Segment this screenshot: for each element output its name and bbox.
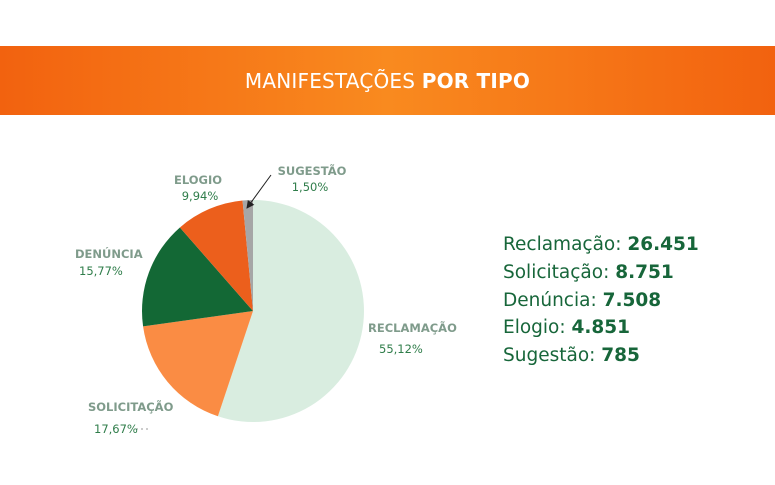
slice-pct-denuncia: 15,77% (79, 264, 123, 278)
slice-pct-sugestao: 1,50% (292, 180, 329, 194)
legend-value: 7.508 (602, 289, 662, 311)
pie-slice-solicitacao (143, 311, 253, 417)
legend-row-solicitacao: Solicitação: 8.751 (503, 259, 699, 287)
pie-slices (142, 200, 364, 422)
legend-row-elogio: Elogio: 4.851 (503, 314, 699, 342)
pie-slice-elogio (179, 200, 253, 311)
sugestao-leader-arrow (246, 174, 272, 209)
legend-label: Elogio: (503, 317, 566, 339)
legend-label: Denúncia: (503, 289, 597, 311)
legend-row-denuncia: Denúncia: 7.508 (503, 287, 699, 315)
legend-row-reclamacao: Reclamação: 26.451 (503, 231, 699, 259)
pie-slice-sugestao (242, 200, 253, 311)
slice-label-reclamacao: RECLAMAÇÃO (368, 320, 457, 335)
legend-row-sugestao: Sugestão: 785 (503, 342, 699, 370)
slice-label-elogio: ELOGIO (174, 173, 222, 187)
legend-label: Sugestão: (503, 345, 596, 367)
totals-legend: Reclamação: 26.451 Solicitação: 8.751 De… (503, 231, 699, 370)
legend-value: 8.751 (615, 261, 674, 283)
slice-label-sugestao: SUGESTÃO (278, 163, 347, 178)
legend-label: Reclamação: (503, 234, 622, 255)
legend-label: Solicitação: (503, 261, 610, 283)
pie-slice-reclamacao (217, 200, 364, 422)
chart-title-light: MANIFESTAÇÕES (244, 68, 416, 93)
header-bar: MANIFESTAÇÕES POR TIPO (0, 46, 775, 115)
chart-title-bold: POR TIPO (421, 68, 531, 93)
slice-label-denuncia: DENÚNCIA (75, 246, 143, 261)
slice-pct-reclamacao: 55,12% (379, 342, 423, 356)
slice-pct-solicitacao: 17,67% (94, 422, 138, 436)
slice-label-solicitacao: SOLICITAÇÃO (88, 399, 174, 414)
chart-title: MANIFESTAÇÕES POR TIPO (245, 69, 530, 93)
slice-pct-elogio: 9,94% (182, 189, 219, 203)
pie-slice-denuncia (142, 227, 253, 327)
legend-value: 26.451 (627, 234, 699, 255)
legend-value: 4.851 (571, 317, 631, 339)
legend-value: 785 (601, 345, 640, 367)
